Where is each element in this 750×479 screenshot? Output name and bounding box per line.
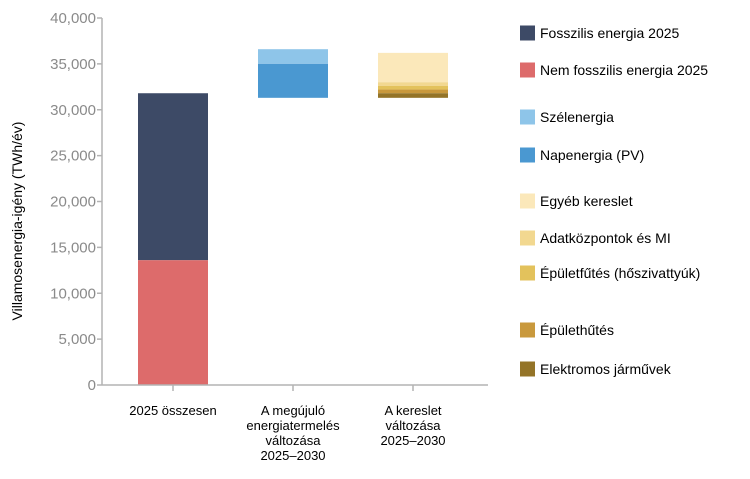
y-tick-label: 25,000 bbox=[50, 148, 96, 165]
y-tick-label: 35,000 bbox=[50, 56, 96, 73]
bar-segment bbox=[258, 49, 328, 64]
bar-segment bbox=[378, 52, 448, 83]
y-tick-label: 0 bbox=[88, 377, 96, 394]
legend-swatch bbox=[520, 62, 535, 78]
x-category-label: változása bbox=[266, 433, 322, 448]
x-category-label: 2025–2030 bbox=[260, 448, 325, 463]
legend-label: Épülethűtés bbox=[540, 322, 614, 338]
y-axis-title: Villamosenergia-igény (TWh/év) bbox=[9, 122, 25, 321]
legend-swatch bbox=[520, 361, 535, 377]
legend-label: Elektromos járművek bbox=[540, 361, 672, 377]
legend-swatch bbox=[520, 193, 535, 209]
legend-label: Napenergia (PV) bbox=[540, 147, 644, 163]
y-tick-label: 40,000 bbox=[50, 10, 96, 27]
x-category-label: 2025 összesen bbox=[129, 403, 216, 418]
y-tick-label: 30,000 bbox=[50, 102, 96, 119]
legend-label: Adatközpontok és MI bbox=[540, 230, 671, 246]
y-tick-label: 15,000 bbox=[50, 239, 96, 256]
y-tick-label: 20,000 bbox=[50, 194, 96, 211]
legend-label: Nem fosszilis energia 2025 bbox=[540, 62, 708, 78]
legend-swatch bbox=[520, 147, 535, 163]
legend-swatch bbox=[520, 25, 535, 41]
legend-swatch bbox=[520, 109, 535, 125]
legend-label: Fosszilis energia 2025 bbox=[540, 25, 680, 41]
x-category-label: A megújuló bbox=[261, 403, 325, 418]
y-tick-label: 5,000 bbox=[58, 331, 96, 348]
legend-label: Egyéb kereslet bbox=[540, 193, 633, 209]
legend-label: Épületfűtés (hőszivattyúk) bbox=[540, 265, 700, 281]
x-category-label: változása bbox=[386, 418, 442, 433]
legend-swatch bbox=[520, 322, 535, 338]
x-category-label: energiatermelés bbox=[246, 418, 340, 433]
bar-segment bbox=[378, 85, 448, 90]
y-ticks-group: 0 5,000 10,000 15,000 20,000 25,000 30,000 35,0… bbox=[50, 10, 102, 394]
y-tick-label: 10,000 bbox=[50, 285, 96, 302]
bar-segment bbox=[138, 93, 208, 261]
bar-segment bbox=[378, 93, 448, 98]
x-category-label: 2025–2030 bbox=[380, 433, 445, 448]
bars-group bbox=[138, 49, 448, 385]
legend-label: Szélenergia bbox=[540, 109, 614, 125]
legend-swatch bbox=[520, 230, 535, 246]
bar-segment bbox=[138, 260, 208, 385]
legend: Fosszilis energia 2025 Nem fosszilis ener… bbox=[520, 25, 708, 377]
bar-segment bbox=[258, 63, 328, 98]
bar-segment bbox=[378, 89, 448, 94]
x-ticks-group: 2025 összesen A megújulóenergiatermelésvá… bbox=[129, 385, 446, 463]
legend-swatch bbox=[520, 265, 535, 281]
x-category-label: A kereslet bbox=[384, 403, 441, 418]
bar-segment bbox=[378, 82, 448, 86]
